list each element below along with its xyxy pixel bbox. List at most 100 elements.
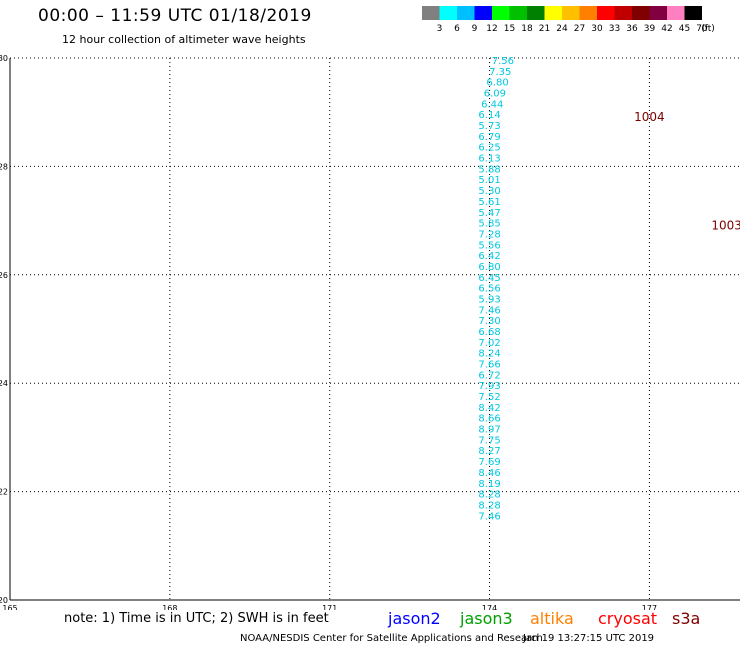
color-scale-tick: 24 [556,24,568,34]
wave-height-value: 5.47 [478,208,500,219]
wave-height-value: 8.24 [478,349,500,360]
color-swatch [527,6,545,20]
x-tick-label: 165 [2,604,17,610]
wave-height-value: 8.27 [478,446,500,457]
units-note: note: 1) Time is in UTC; 2) SWH is in fe… [64,611,329,626]
wave-height-value: 6.14 [478,110,500,121]
y-tick-label: 22 [0,488,8,497]
wave-height-value: 6.72 [478,370,500,381]
wave-height-value: 5.93 [478,294,500,305]
color-scale-tick: 30 [591,24,603,34]
x-tick-label: 177 [642,604,657,610]
color-swatch [649,6,667,20]
axis-labels: 165 168 171 174 177 30 28 26 24 22 20 [0,54,657,610]
color-scale-tick: 27 [574,24,585,34]
wave-height-value: 6.80 [486,78,508,89]
pass-time-label: 1004 [634,110,665,124]
color-scale-tick: 42 [661,24,672,34]
color-scale-legend: 3 6 9 12 15 18 21 24 27 30 33 36 39 42 45 70(ft) [422,6,715,34]
wave-height-value: 7.02 [478,338,500,349]
y-tick-label: 20 [0,596,8,605]
wave-height-value: 7.56 [492,56,514,67]
color-scale-tick: 12 [486,24,497,34]
color-scale-tick: 36 [626,24,638,34]
color-swatch [597,6,615,20]
x-tick-label: 171 [322,604,337,610]
generation-timestamp: Jan 19 13:27:15 UTC 2019 [523,633,655,644]
color-swatch [684,6,702,20]
wave-height-value: 5.56 [478,240,500,251]
legend-item-altika: altika [530,609,574,628]
color-scale-tick: 3 [437,24,443,34]
color-swatch [579,6,597,20]
pass-time-label: 1003 [711,218,740,232]
y-tick-label: 24 [0,379,8,388]
wave-height-value: 6.09 [484,89,506,100]
color-scale-tick: 70 [696,24,708,34]
legend-item-cryosat: cryosat [598,609,658,628]
x-tick-label: 174 [482,604,497,610]
wave-height-value: 6.79 [478,132,500,143]
color-swatch [544,6,562,20]
wave-height-value: 8.97 [478,425,500,436]
color-scale-tick: 18 [521,24,533,34]
wave-height-value: 7.35 [489,67,511,78]
wave-height-value: 5.01 [478,175,500,186]
wave-height-value: 8.28 [478,500,500,511]
wave-height-value: 5.61 [478,197,500,208]
wave-height-value: 5.30 [478,186,500,197]
color-scale-tick: 39 [644,24,656,34]
wave-height-value: 6.25 [478,143,500,154]
wave-height-value: 7.46 [478,511,500,522]
wave-height-value: 6.56 [478,284,500,295]
color-scale-unit: (ft) [701,24,715,34]
color-swatch [439,6,457,20]
legend-item-jason3: jason3 [460,609,513,628]
color-swatch [509,6,527,20]
color-scale-tick: 15 [504,24,515,34]
color-scale-tick: 6 [454,24,460,34]
page-subtitle: 12 hour collection of altimeter wave hei… [62,33,306,46]
color-swatch [474,6,492,20]
y-tick-label: 26 [0,271,8,280]
wave-height-value: 6.44 [481,99,503,110]
wave-height-value: 8.66 [478,414,500,425]
credit-line: NOAA/NESDIS Center for Satellite Applica… [240,633,543,644]
wave-height-value: 7.30 [478,316,500,327]
wave-height-value: 7.52 [478,392,500,403]
color-swatch [562,6,580,20]
wave-height-map: 165 168 171 174 1773028262422207.567.356.806… [0,54,740,610]
lat-lon-grid [9,57,740,601]
color-swatch [492,6,510,20]
wave-height-value: 5.85 [478,219,500,230]
wave-height-value: 7.66 [478,360,500,371]
x-tick-label: 168 [162,604,177,610]
wave-height-value: 7.69 [478,457,500,468]
y-tick-label: 28 [0,162,8,171]
wave-height-value: 8.28 [478,490,500,501]
wave-height-value: 6.80 [478,262,500,273]
wave-height-value: 7.28 [478,229,500,240]
color-swatch [632,6,650,20]
wave-height-value: 7.46 [478,305,500,316]
wave-height-value: 8.46 [478,468,500,479]
page-title: 00:00 – 11:59 UTC 01/18/2019 [38,6,312,26]
color-swatch [422,6,440,20]
color-scale-tick: 9 [472,24,478,34]
wave-height-value: 8.42 [478,403,500,414]
color-scale-tick: 21 [539,24,550,34]
color-swatch [457,6,475,20]
wave-height-value: 6.13 [478,154,500,165]
color-scale-tick: 33 [609,24,620,34]
wave-height-value: 6.68 [478,327,500,338]
wave-height-value: 7.93 [478,381,500,392]
legend-item-jason2: jason2 [388,609,441,628]
wave-height-value: 6.45 [478,273,500,284]
wave-height-value: 6.42 [478,251,500,262]
color-swatch [667,6,685,20]
wave-height-value: 8.19 [478,479,500,490]
wave-height-value: 5.88 [478,164,500,175]
color-swatch [614,6,632,20]
color-scale-tick: 45 [679,24,690,34]
wave-height-value: 5.73 [478,121,500,132]
